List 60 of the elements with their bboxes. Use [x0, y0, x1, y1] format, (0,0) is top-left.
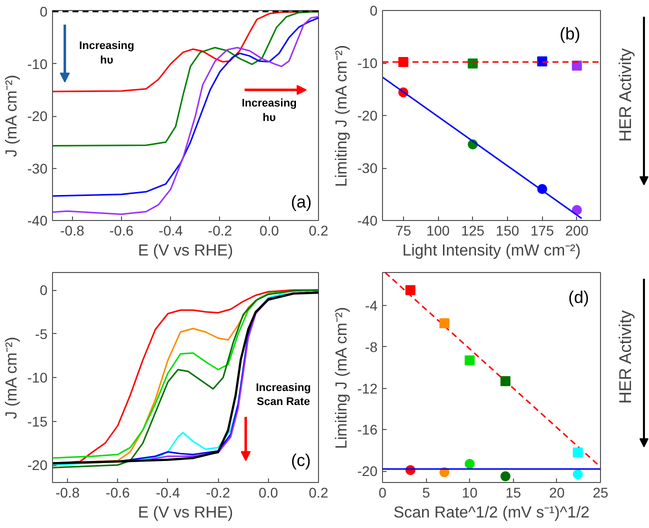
x-tick-label: 20 — [549, 484, 565, 500]
y-tick-label: -12 — [357, 380, 378, 396]
x-axis-title: Light Intensity (mW cm⁻²) — [402, 242, 581, 260]
y-axis-title: Limiting J (mA cm⁻²) — [333, 306, 350, 449]
annotation: (a) — [290, 192, 312, 212]
x-tick-label: 200 — [565, 222, 589, 238]
annotation: Increasing hυ — [79, 40, 134, 67]
x-tick-label: 25 — [592, 484, 608, 500]
x-tick-label: -0.8 — [60, 222, 84, 238]
x-tick-label: 125 — [461, 222, 485, 238]
x-tick-label: 0.0 — [258, 484, 278, 500]
x-tick-label: 5 — [422, 484, 430, 500]
y-tick-label: -10 — [357, 55, 378, 71]
y-tick-label: -30 — [357, 160, 378, 176]
y-tick-label: 0 — [370, 2, 378, 18]
x-tick-label: 175 — [530, 222, 554, 238]
x-tick-label: -0.6 — [106, 484, 130, 500]
y-tick-label: 0 — [40, 282, 48, 298]
annotation: Increasing Scan Rate — [256, 382, 311, 408]
x-tick-label: 0.0 — [260, 222, 280, 238]
x-tick-label: -0.4 — [156, 484, 180, 500]
text: HER Activity — [616, 310, 635, 404]
x-tick-label: 0.2 — [308, 484, 328, 500]
y-axis-title: J (mA cm⁻²) — [3, 74, 20, 158]
y-axis-title: Limiting J (mA cm⁻²) — [333, 44, 350, 187]
x-tick-label: 75 — [396, 222, 412, 238]
x-tick-label: 15 — [506, 484, 522, 500]
y-axis-title: J (mA cm⁻²) — [3, 336, 20, 420]
y-tick-label: -5 — [35, 326, 48, 342]
y-tick-label: -20 — [27, 108, 48, 124]
y-tick-label: 0 — [40, 4, 48, 20]
y-tick-label: -8 — [365, 338, 378, 355]
x-tick-label: -0.4 — [158, 222, 183, 238]
y-tick-label: -20 — [27, 457, 48, 473]
x-axis-title: E (V vs RHE) — [138, 242, 234, 260]
y-tick-label: -10 — [27, 370, 48, 386]
y-tick-label: -15 — [27, 413, 48, 430]
x-axis-title: Scan Rate^1/2 (mV s⁻¹)^1/2 — [393, 504, 590, 522]
annotation: (d) — [568, 288, 590, 307]
annotation: (b) — [560, 24, 580, 44]
x-tick-label: -0.2 — [208, 222, 232, 238]
x-tick-label: -0.6 — [109, 222, 134, 238]
y-tick-label: -16 — [357, 422, 378, 438]
y-tick-label: -10 — [27, 56, 48, 72]
x-tick-label: 150 — [496, 222, 520, 238]
y-tick-label: -4 — [365, 298, 378, 314]
annotation: (c) — [291, 451, 311, 470]
x-tick-label: 100 — [426, 222, 450, 238]
annotation: Increasing hυ — [242, 98, 297, 124]
x-tick-label: -0.8 — [55, 484, 80, 500]
y-tick-label: -20 — [357, 108, 378, 124]
y-tick-label: -30 — [27, 160, 48, 176]
x-tick-label: 0.2 — [308, 222, 328, 238]
y-tick-label: -20 — [357, 463, 378, 480]
y-tick-label: -40 — [27, 212, 48, 228]
text: HER Activity — [616, 48, 635, 142]
x-tick-label: -0.2 — [206, 484, 230, 500]
x-tick-label: 10 — [462, 484, 478, 500]
y-tick-label: -40 — [357, 212, 378, 228]
x-axis-title: E (V vs RHE) — [138, 504, 234, 522]
